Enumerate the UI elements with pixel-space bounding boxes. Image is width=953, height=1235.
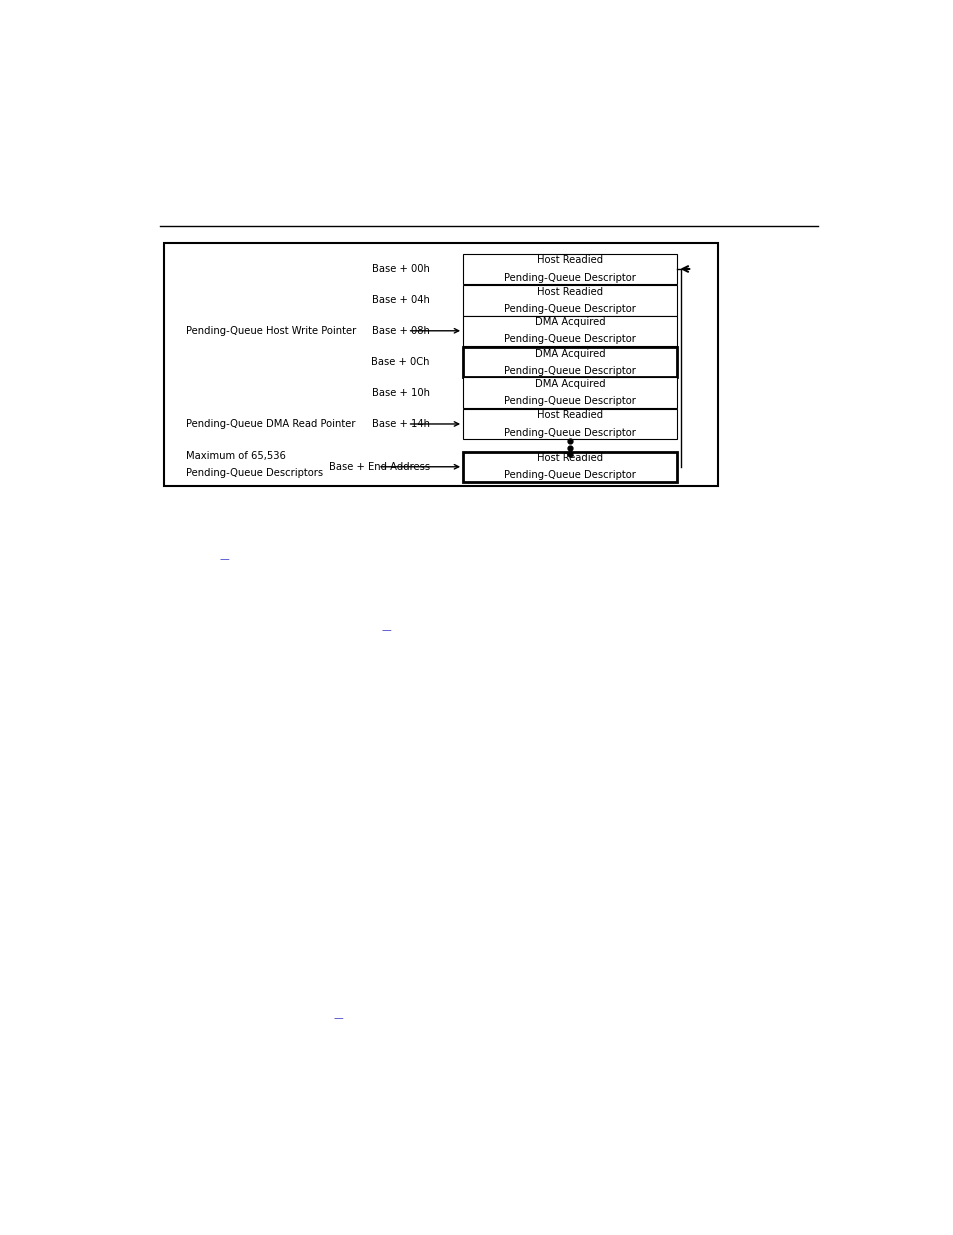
Bar (462, 316, 677, 346)
Text: Base + End Address: Base + End Address (328, 462, 429, 472)
Text: Host Readied: Host Readied (537, 410, 602, 420)
Bar (462, 347, 677, 378)
Text: Base + 00h: Base + 00h (372, 264, 429, 274)
Text: Pending-Queue Descriptor: Pending-Queue Descriptor (504, 396, 636, 406)
Bar (462, 378, 677, 408)
Text: Pending-Queue Descriptor: Pending-Queue Descriptor (504, 471, 636, 480)
Text: DMA Acquired: DMA Acquired (535, 317, 605, 327)
Text: Pending-Queue Descriptor: Pending-Queue Descriptor (504, 273, 636, 283)
Text: Base + 14h: Base + 14h (372, 419, 429, 429)
Text: Host Readied: Host Readied (537, 453, 602, 463)
Text: Pending-Queue Descriptor: Pending-Queue Descriptor (504, 304, 636, 314)
Text: DMA Acquired: DMA Acquired (535, 348, 605, 358)
Text: Pending-Queue Descriptors: Pending-Queue Descriptors (186, 468, 322, 478)
Text: Host Readied: Host Readied (537, 256, 602, 266)
Text: Pending-Queue DMA Read Pointer: Pending-Queue DMA Read Pointer (186, 419, 355, 429)
Text: —: — (334, 1014, 343, 1024)
Text: Pending-Queue Descriptor: Pending-Queue Descriptor (504, 427, 636, 437)
Text: Base + 04h: Base + 04h (372, 295, 429, 305)
Bar (462, 285, 677, 316)
Text: Pending-Queue Descriptor: Pending-Queue Descriptor (504, 366, 636, 375)
Text: Base + 10h: Base + 10h (372, 388, 429, 398)
Text: Host Readied: Host Readied (537, 287, 602, 296)
Text: Pending-Queue Host Write Pointer: Pending-Queue Host Write Pointer (186, 326, 355, 336)
Text: Pending-Queue Descriptor: Pending-Queue Descriptor (504, 335, 636, 345)
Bar (462, 409, 677, 440)
Text: Base + 0Ch: Base + 0Ch (371, 357, 429, 367)
Bar (462, 452, 677, 482)
Text: —: — (381, 625, 391, 635)
Bar (462, 253, 677, 284)
Text: DMA Acquired: DMA Acquired (535, 379, 605, 389)
Text: —: — (219, 555, 229, 564)
Text: Base + 08h: Base + 08h (372, 326, 429, 336)
Text: Maximum of 65,536: Maximum of 65,536 (186, 451, 285, 462)
Bar (164, 243, 718, 485)
